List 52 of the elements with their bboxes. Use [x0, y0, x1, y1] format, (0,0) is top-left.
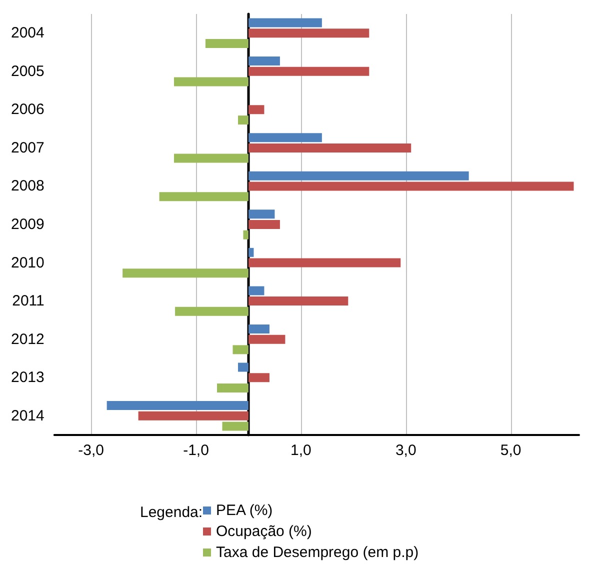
y-tick-label: 2007: [10, 139, 44, 156]
bar: [248, 324, 270, 334]
x-tick-label: 1,0: [290, 442, 312, 459]
bar: [248, 258, 401, 268]
bar: [248, 18, 322, 28]
legend-title: Legenda:: [140, 504, 203, 521]
bar: [248, 373, 270, 382]
bar: [248, 296, 348, 306]
bar: [159, 192, 248, 202]
y-tick-label: 2008: [10, 178, 44, 195]
bar: [248, 133, 322, 142]
bar: [232, 345, 248, 354]
x-tick-label: 3,0: [395, 442, 416, 459]
x-tick-label: 5,0: [500, 442, 522, 459]
x-tick-label: -3,0: [78, 442, 104, 459]
bar: [248, 182, 574, 191]
y-tick-label: 2012: [10, 330, 44, 348]
bar: [248, 171, 469, 180]
bar: [248, 56, 280, 66]
bar: [238, 116, 248, 125]
bar: [248, 66, 370, 76]
legend-label: Ocupação (%): [216, 523, 312, 540]
y-tick-label: 2014: [10, 407, 44, 424]
bar: [248, 248, 254, 257]
bar: [174, 154, 248, 163]
bar: [248, 210, 275, 219]
x-tick-label: -1,0: [183, 442, 209, 459]
y-tick-label: 2009: [10, 216, 44, 233]
bar: [122, 268, 248, 278]
bar: [248, 334, 286, 344]
legend-label: Taxa de Desemprego (em p.p): [216, 544, 419, 561]
y-tick-label: 2005: [10, 62, 44, 80]
y-tick-label: 2004: [10, 24, 44, 42]
bar: [205, 38, 248, 48]
bar: [248, 220, 280, 229]
y-tick-label: 2010: [10, 254, 44, 272]
bar: [138, 411, 248, 420]
bar: [238, 362, 248, 372]
bar: [217, 383, 248, 392]
bar: [248, 143, 412, 152]
bar: [222, 422, 248, 431]
bar: [248, 286, 264, 296]
bar: [243, 230, 248, 240]
bar: [248, 105, 264, 114]
y-tick-label: 2011: [12, 292, 44, 310]
bar: [248, 28, 370, 38]
bar: [175, 306, 248, 316]
y-tick-label: 2006: [10, 101, 44, 118]
bar: [174, 77, 248, 86]
legend-label: PEA (%): [216, 502, 273, 519]
bar: [106, 401, 248, 410]
y-tick-label: 2013: [10, 369, 44, 386]
